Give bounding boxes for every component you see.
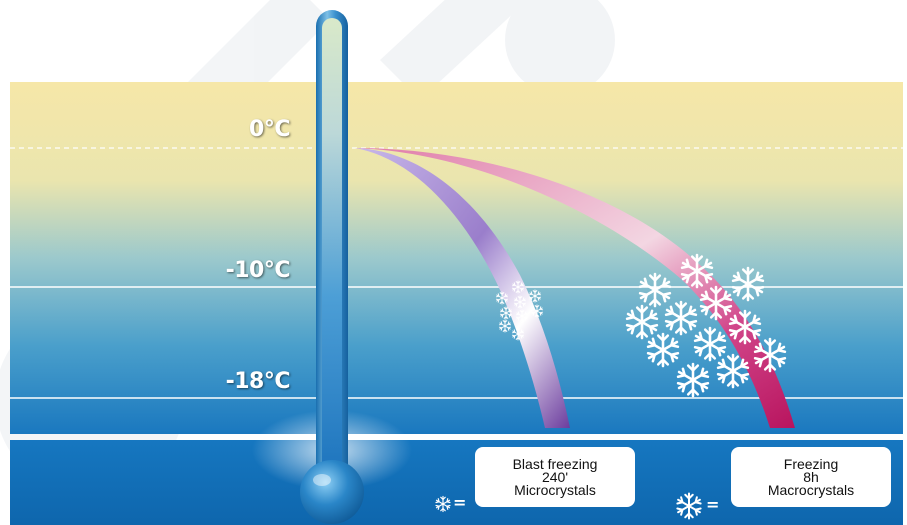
blast-freezing-legend: Blast freezing 240' Microcrystals (475, 447, 635, 507)
temp-label-zero: 0°C (249, 117, 290, 142)
blast-legend-title: Blast freezing (512, 455, 598, 472)
freezing-legend-crystals: Macrocrystals (767, 481, 855, 498)
temp-label-minus18: -18°C (225, 369, 291, 394)
freezing-legend-time: 8h (803, 468, 819, 485)
blast-legend-time: 240' (541, 468, 569, 485)
temp-label-minus10: -10°C (225, 258, 291, 283)
large-flake-equals: = (706, 495, 720, 514)
small-flake-equals: = (453, 493, 467, 512)
blast-legend-crystals: Microcrystals (514, 481, 596, 498)
normal-freezing-curve (355, 148, 795, 428)
freezing-legend: Freezing 8h Macrocrystals (731, 447, 891, 507)
freezing-legend-title: Freezing (783, 455, 839, 472)
thermometer (300, 10, 364, 524)
blast-freezing-curve (355, 148, 570, 428)
